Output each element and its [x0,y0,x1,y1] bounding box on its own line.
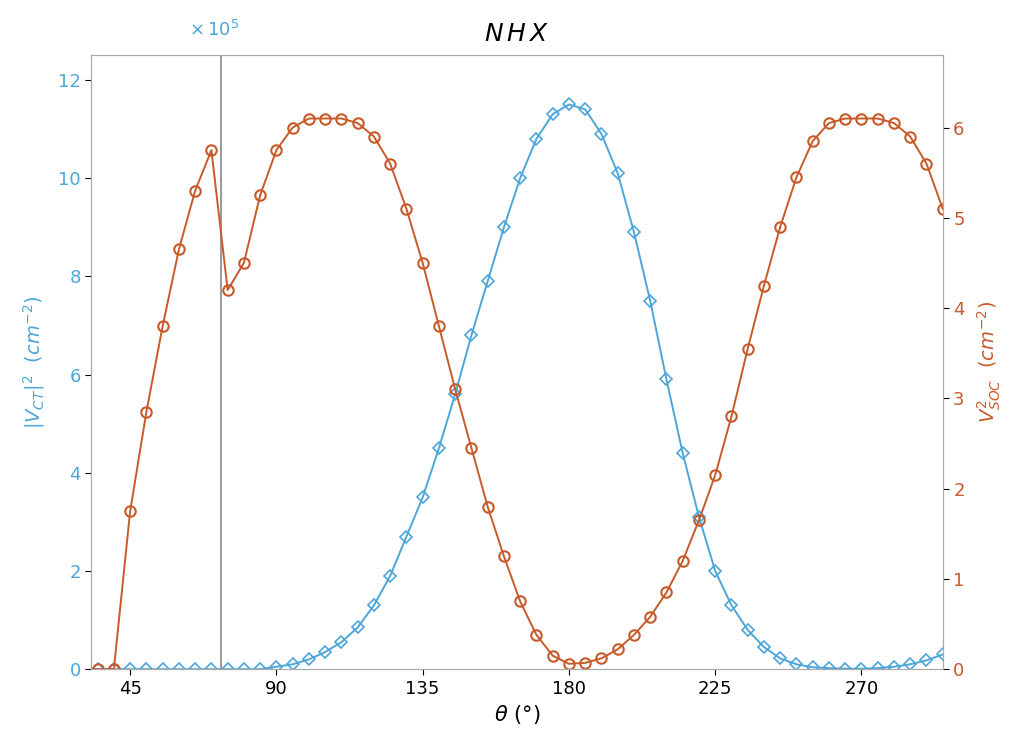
X-axis label: $\theta\ (°)$: $\theta\ (°)$ [494,703,541,726]
Y-axis label: $|V_{CT}|^2$  $(cm^{-2})$: $|V_{CT}|^2$ $(cm^{-2})$ [20,296,47,429]
Text: $\times\,10^5$: $\times\,10^5$ [189,20,240,40]
Title: $\mathit{N\,H\,X}$: $\mathit{N\,H\,X}$ [484,22,550,46]
Y-axis label: $V_{SOC}^2$  $(cm^{-2})$: $V_{SOC}^2$ $(cm^{-2})$ [976,301,1004,424]
